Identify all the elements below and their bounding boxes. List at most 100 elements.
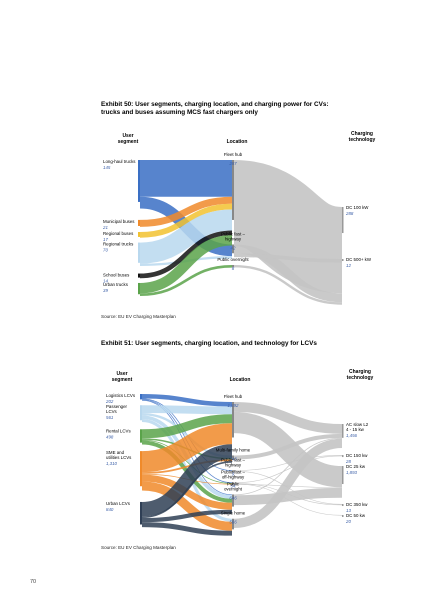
location-label-public-overnight: Public overnight <box>217 257 249 262</box>
technology-value-dc-350-kw: 13 <box>346 508 351 513</box>
location-value-public-fast-off-highway: 54 <box>231 483 236 488</box>
technology-label-dc-50-kw: DC 50 kw <box>346 513 366 518</box>
location-node-single-home <box>232 518 234 530</box>
technology-label-ac-slow-l2-4-15-kw: AC slow L2 <box>346 422 369 427</box>
flow-urban-trucks-to-fleet-hub <box>139 235 233 294</box>
page-number: 70 <box>30 579 37 585</box>
segment-label-school-buses: School buses <box>103 273 130 278</box>
segment-header: User <box>122 133 133 139</box>
technology-node-dc-500-kw <box>342 259 344 261</box>
location-value-public-fast-highway: 9 <box>232 471 235 476</box>
technology-label-ac-slow-l2-4-15-kw: 4 - 15 kw <box>346 427 365 432</box>
segment-node-sme-and-utilities-lcvs <box>140 451 142 487</box>
flow-sme-and-utilities-lcvs-to-single-home <box>141 481 233 531</box>
technology-node-dc-350-kw <box>342 504 344 507</box>
location-label-public-fast-highway: highway <box>225 236 242 241</box>
location-label-public-fast-highway: Public fast – <box>221 231 245 236</box>
location-label-multi-family-home: Multi-family home <box>216 447 251 452</box>
technology-label-dc-25-kw: DC 25 kw <box>346 464 366 469</box>
location-label-public-fast-highway: Public fast – <box>221 457 245 462</box>
technology-value-dc-100-kw: 288 <box>345 211 354 216</box>
location-value-public-overnight: 646 <box>229 495 237 500</box>
flow-fleet-hub-to-dc-25-kw <box>233 411 343 488</box>
location-node-public-fast-highway <box>232 470 234 473</box>
segment-label-passenger-lcvs: Passenger <box>106 404 128 409</box>
segment-value-urban-lcvs: 840 <box>106 507 114 512</box>
flow-urban-lcvs-to-multi-family-home <box>141 461 233 518</box>
flow-public-overnight-to-dc-25-kw <box>233 487 343 506</box>
location-label-public-fast-off-highway: off-highway <box>222 474 245 479</box>
technology-label-dc-100-kw: DC 100 kW <box>346 205 369 210</box>
location-value-public-overnight: 8 <box>232 266 235 271</box>
location-header: Location <box>227 139 248 145</box>
technology-label-dc-150-kw: DC 150 kw <box>346 453 368 458</box>
location-node-public-fast-off-highway <box>232 482 234 485</box>
flow-public-fast-highway-to-dc-150-kw <box>233 455 343 471</box>
flow-municipal-buses-to-fleet-hub <box>139 196 233 227</box>
flow-multi-family-home-to-ac-slow-l2-4-15-kw <box>233 433 343 460</box>
flow-rental-lcvs-to-public-fast-off-highway <box>141 439 233 484</box>
segment-label-regional-buses: Regional buses <box>103 231 134 236</box>
flow-urban-lcvs-to-fleet-hub <box>141 444 233 517</box>
location-value-fleet-hub: 287 <box>228 161 237 166</box>
location-value-multi-family-home: 243 <box>228 456 237 461</box>
segment-value-long-haul-trucks: 145 <box>103 165 111 170</box>
flow-urban-lcvs-to-single-home <box>141 522 233 536</box>
segment-node-school-buses <box>138 273 140 278</box>
technology-node-dc-150-kw <box>342 455 344 458</box>
segment-label-municipal-buses: Municipal buses <box>103 219 135 224</box>
flow-logistics-lcvs-to-fleet-hub <box>141 394 233 407</box>
location-label-public-fast-highway: highway <box>225 462 242 467</box>
location-label-public-fast-off-highway: Public fast – <box>221 469 245 474</box>
segment-node-rental-lcvs <box>140 429 142 443</box>
location-label-fleet-hub: Fleet hub <box>224 394 243 399</box>
exhibit-51-source: Source: EU EV Charging Masterplan <box>101 545 176 550</box>
segment-label-rental-lcvs: Rental LCVs <box>106 428 131 433</box>
segment-label-sme-and-utilities-lcvs: SME and <box>106 450 125 455</box>
technology-header: technology <box>347 375 374 381</box>
segment-value-passenger-lcvs: 561 <box>106 415 114 420</box>
segment-header: segment <box>118 139 139 145</box>
segment-node-municipal-buses <box>138 219 140 226</box>
technology-label-dc-500-kw: DC 500+ kW <box>346 257 372 262</box>
segment-node-logistics-lcvs <box>140 394 142 400</box>
location-label-fleet-hub: Fleet hub <box>224 152 243 157</box>
flow-fleet-hub-to-dc-100-kw <box>231 160 345 294</box>
location-node-fleet-hub <box>232 160 234 220</box>
segment-node-long-haul-trucks <box>138 160 140 202</box>
segment-label-regional-trucks: Regional trucks <box>103 242 134 247</box>
flow-urban-lcvs-to-public-overnight <box>141 509 233 523</box>
segment-value-municipal-buses: 21 <box>102 225 108 230</box>
technology-node-dc-100-kw <box>342 207 344 234</box>
exhibit-50-title: Exhibit 50: User segments, charging loca… <box>101 101 329 116</box>
flow-sme-and-utilities-lcvs-to-fleet-hub <box>141 423 233 473</box>
segment-label-urban-trucks: Urban trucks <box>103 282 129 287</box>
technology-value-dc-50-kw: 20 <box>345 519 351 524</box>
technology-node-dc-25-kw <box>342 466 344 485</box>
technology-node-dc-50-kw <box>342 515 344 517</box>
location-value-single-home: 566 <box>229 520 237 525</box>
flow-rental-lcvs-to-fleet-hub <box>141 414 233 439</box>
flow-public-fast-highway-to-dc-100-kw <box>233 244 343 303</box>
segment-node-regional-trucks <box>138 242 140 263</box>
segment-value-logistics-lcvs: 202 <box>105 399 114 404</box>
segment-header: segment <box>112 377 133 383</box>
location-header: Location <box>230 377 251 383</box>
technology-value-dc-150-kw: 28 <box>345 459 351 464</box>
technology-header: Charging <box>351 131 373 137</box>
flow-single-home-to-ac-slow-l2-4-15-kw <box>233 438 343 529</box>
segment-node-passenger-lcvs <box>140 405 142 421</box>
location-node-public-fast-highway <box>232 244 234 254</box>
technology-node-ac-slow-l2-4-15-kw <box>342 424 344 438</box>
technology-value-ac-slow-l2-4-15-kw: 1,456 <box>346 433 358 438</box>
segment-value-rental-lcvs: 498 <box>106 434 114 439</box>
technology-header: Charging <box>349 369 371 375</box>
technology-value-dc-500-kw: 12 <box>346 263 351 268</box>
segment-label-urban-lcvs: Urban LCVs <box>106 501 131 506</box>
exhibit-51-title: Exhibit 51: User segments, charging loca… <box>101 340 317 347</box>
segment-node-urban-lcvs <box>140 501 142 525</box>
segment-node-urban-trucks <box>138 282 140 295</box>
location-label-public-overnight: overnight <box>224 486 243 491</box>
exhibit-50-source: Source: EU EV Charging Masterplan <box>101 314 176 319</box>
